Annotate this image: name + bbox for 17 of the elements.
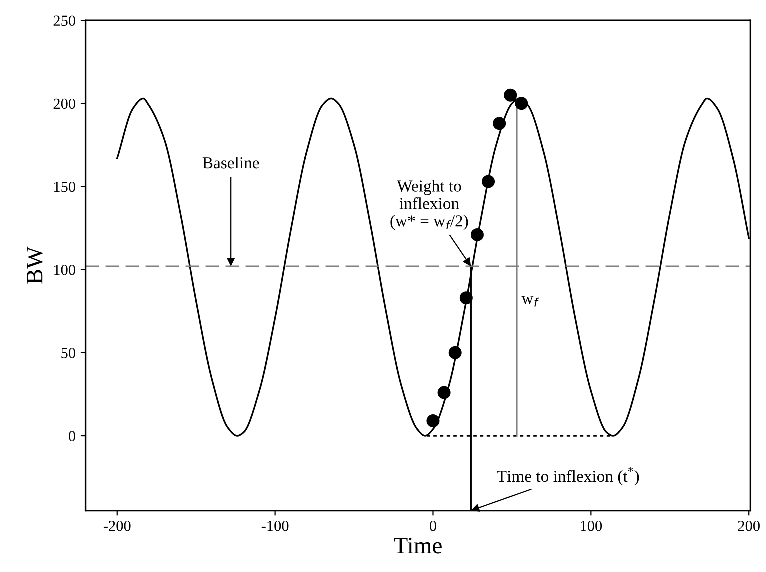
annotation: Weight to inflexion (w* = w$_{f}$/2) [390, 180, 468, 230]
y-tick-label: 50 [62, 348, 76, 358]
y-tick-label: 100 [54, 264, 76, 276]
y-tick-label: 200 [54, 98, 76, 110]
x-tick-label: -200 [104, 520, 131, 532]
annotation: Time to inflexion (t$^{*}$) [497, 466, 640, 486]
x-tick-label: 0 [430, 520, 436, 532]
y-tick-label: 0 [69, 431, 76, 442]
annotation: Baseline [202, 156, 260, 169]
x-tick-label: -100 [262, 520, 289, 532]
x-tick-label: 100 [581, 520, 602, 532]
x-tick-label: 200 [738, 520, 760, 532]
annotation: w$_{f}$ [522, 296, 540, 307]
y-axis-title: BW [27, 246, 43, 284]
y-tick-label: 150 [54, 182, 76, 192]
y-tick-label: 250 [54, 16, 76, 26]
x-axis-title: Time [394, 538, 442, 554]
